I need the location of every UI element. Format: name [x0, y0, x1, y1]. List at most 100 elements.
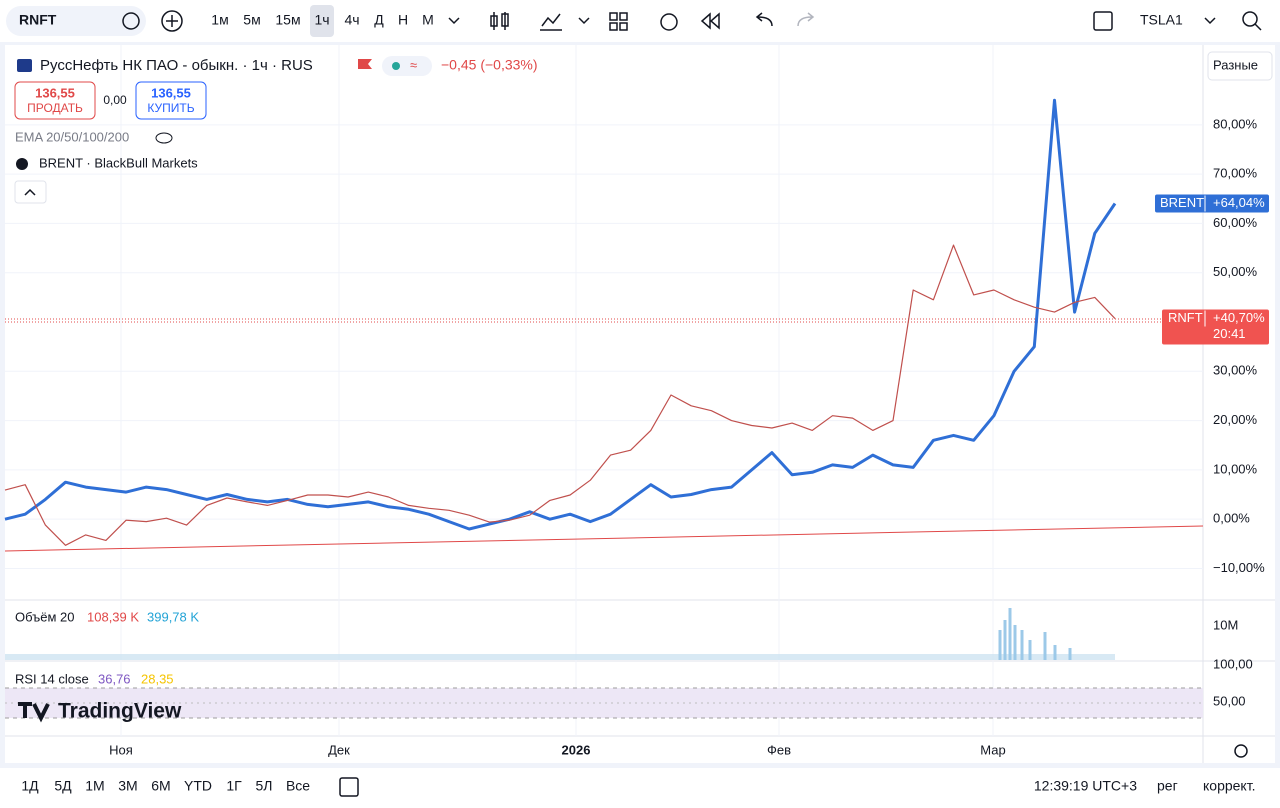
- logo: TradingView: [58, 700, 182, 723]
- interval[interactable]: 1м: [211, 12, 228, 28]
- range[interactable]: 5Л: [256, 778, 273, 794]
- y-tick-label: 30,00%: [1213, 363, 1258, 378]
- y-tick-label: −10,00%: [1213, 560, 1265, 575]
- indicators-dropdown[interactable]: [578, 17, 590, 25]
- chart-type[interactable]: [490, 12, 509, 30]
- range[interactable]: 1Г: [226, 778, 242, 794]
- rsi-tick: 100,00: [1213, 656, 1253, 671]
- range[interactable]: Все: [286, 778, 310, 794]
- volume-tick: 10M: [1213, 617, 1238, 632]
- interval[interactable]: 1ч: [314, 12, 329, 28]
- brent-icon: [16, 158, 28, 170]
- adjust[interactable]: коррект.: [1203, 778, 1255, 794]
- replay[interactable]: [700, 12, 720, 30]
- search-handle: [1254, 23, 1262, 31]
- interval[interactable]: М: [422, 12, 434, 28]
- series-line: [4, 244, 1116, 546]
- y-tick-label: 10,00%: [1213, 461, 1258, 476]
- rsi-value: 36,76: [98, 671, 131, 686]
- axis-tag-value: +64,04%: [1213, 195, 1265, 210]
- range[interactable]: 1Д: [21, 778, 39, 794]
- settings[interactable]: [1234, 744, 1248, 758]
- compare-dropdown[interactable]: [1204, 17, 1216, 25]
- interval[interactable]: 5м: [243, 12, 260, 28]
- time-label: 2026: [562, 742, 591, 757]
- goto-date[interactable]: [339, 777, 359, 797]
- axis-tag-value: +40,70%: [1213, 310, 1265, 325]
- symbol-search[interactable]: [6, 6, 146, 36]
- vertical-grid: [120, 45, 994, 736]
- compare-symbol[interactable]: TSLA1: [1140, 12, 1183, 28]
- axis-tag: [1162, 309, 1269, 345]
- add-symbol-plus: [166, 15, 178, 27]
- search[interactable]: [1242, 11, 1258, 27]
- checkbox[interactable]: [1093, 11, 1113, 31]
- hide-icon[interactable]: [155, 132, 173, 144]
- interval[interactable]: Н: [398, 12, 408, 28]
- data-icon: ≈: [410, 57, 417, 72]
- axis-tag-name: BRENT: [1160, 195, 1204, 210]
- series-group: [4, 98, 1117, 546]
- time-label: Дек: [328, 742, 350, 757]
- legend-title: РуссНефть НК ПАО - обыкн. · 1ч · RUS: [40, 57, 313, 74]
- y-tick-label: 80,00%: [1213, 116, 1258, 131]
- y-tick-label: 0,00%: [1213, 511, 1250, 526]
- ema-legend: EMA 20/50/100/200: [15, 129, 129, 144]
- compare-legend: BRENT · BlackBull Markets: [39, 155, 198, 170]
- add-symbol[interactable]: [161, 10, 183, 32]
- flag[interactable]: [358, 59, 372, 69]
- collapse-icon: [24, 188, 36, 196]
- collapse-legend[interactable]: [14, 180, 47, 204]
- range[interactable]: 3М: [118, 778, 137, 794]
- volume-title: Объём 20: [15, 609, 75, 624]
- axis-tags: BRENT +64,04% RNFT +40,70%20:41: [1155, 194, 1269, 345]
- range[interactable]: 1М: [85, 778, 104, 794]
- buy-label: КУПИТЬ: [147, 101, 194, 115]
- indicators[interactable]: [540, 13, 562, 31]
- series-line: [4, 98, 1117, 531]
- interval-group: 1м 5м 15м 1ч 4ч Д Н М: [211, 5, 434, 37]
- time-label: Мар: [980, 742, 1005, 757]
- y-tick-label: 20,00%: [1213, 412, 1258, 427]
- time-label: Фев: [767, 742, 791, 757]
- range-group: 1Д 5Д 1М 3М 6М YTD 1Г 5Л Все: [21, 778, 310, 794]
- interval[interactable]: Д: [374, 12, 384, 28]
- change: −0,45 (−0,33%): [441, 57, 538, 73]
- symbol-logo: [17, 59, 32, 72]
- volume-ma: 399,78 K: [147, 609, 199, 624]
- axis-tag: [1155, 194, 1269, 213]
- interval[interactable]: 15м: [275, 12, 300, 28]
- scale-mode[interactable]: [1207, 51, 1273, 81]
- volume-bars: [5, 654, 1115, 660]
- undo[interactable]: [755, 12, 773, 27]
- status-pill: [382, 56, 432, 76]
- layouts[interactable]: [609, 12, 628, 31]
- interval-active: [310, 5, 334, 37]
- redo[interactable]: [797, 12, 815, 27]
- time-label: Ноя: [109, 742, 133, 757]
- range[interactable]: 6М: [151, 778, 170, 794]
- session[interactable]: рег: [1157, 778, 1178, 794]
- market-status: [392, 62, 400, 70]
- horizontal-grid: −10,00% 0,00% 10,00% 20,00% 30,00% 50,00% 60,0…: [5, 116, 1265, 575]
- interval[interactable]: 4ч: [344, 12, 359, 28]
- clock: 12:39:19 UTC+3: [1034, 778, 1137, 794]
- volume-spikes: [998, 608, 1072, 660]
- range[interactable]: YTD: [184, 778, 212, 794]
- interval-dropdown[interactable]: [448, 17, 460, 25]
- symbol-icon[interactable]: [122, 12, 140, 30]
- trend-line[interactable]: [4, 525, 1204, 552]
- sell-price: 136,55: [35, 85, 75, 100]
- symbol: RNFT: [19, 12, 57, 28]
- alert[interactable]: [660, 13, 678, 31]
- rsi-ma: 28,35: [141, 671, 174, 686]
- countdown: 20:41: [1213, 326, 1246, 341]
- sell-button[interactable]: [14, 81, 96, 120]
- range[interactable]: 5Д: [54, 778, 72, 794]
- chart-panel: [5, 45, 1275, 763]
- buy-button[interactable]: [135, 81, 207, 120]
- rsi-band: [5, 688, 1203, 718]
- logo-mark: [18, 702, 50, 723]
